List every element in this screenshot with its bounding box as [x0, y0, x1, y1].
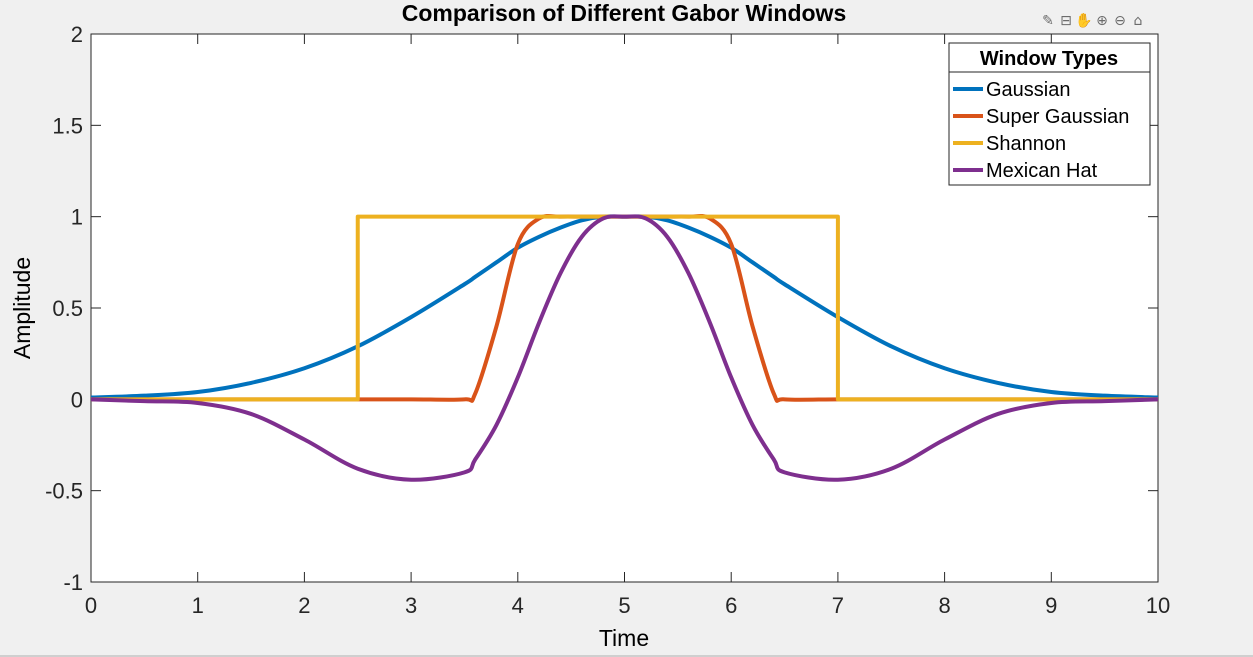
- home-icon[interactable]: ⌂: [1133, 13, 1143, 29]
- x-tick-label: 9: [1045, 593, 1057, 618]
- x-tick-label: 6: [725, 593, 737, 618]
- legend-box: [948, 42, 1151, 186]
- legend: Window Types Gaussian Super Gaussian Shann…: [948, 42, 1151, 186]
- legend-label-super-gaussian: Super Gaussian: [986, 106, 1129, 128]
- legend-title: Window Types: [980, 48, 1118, 70]
- x-tick-label: 7: [832, 593, 844, 618]
- legend-label-shannon: Shannon: [986, 133, 1066, 155]
- series-line-mexican-hat: [90, 214, 1159, 482]
- x-tick-label: 5: [618, 593, 630, 618]
- brush-icon[interactable]: ✎: [1042, 13, 1054, 29]
- window-divider: [0, 655, 1253, 657]
- y-tick-label: 0.5: [52, 296, 83, 321]
- y-tick-label: -0.5: [45, 479, 83, 504]
- x-tick-label: 10: [1146, 593, 1170, 618]
- x-tick-label: 2: [298, 593, 310, 618]
- x-tick-label: 4: [512, 593, 524, 618]
- y-tick-label: 2: [71, 22, 83, 47]
- legend-label-gaussian: Gaussian: [986, 79, 1071, 101]
- pan-icon[interactable]: ✋: [1075, 13, 1093, 29]
- y-tick-label: 0: [71, 387, 83, 412]
- y-tick-label: 1.5: [52, 113, 83, 138]
- series-lines: [90, 213, 1159, 482]
- axis-ticks: 0 1 2 3 4 5 6 7 8 9 10 -1 -0.5 0 0.5 1 1.5 2: [45, 22, 1170, 618]
- y-tick-label: -1: [63, 570, 83, 595]
- x-tick-label: 3: [405, 593, 417, 618]
- x-tick-label: 1: [192, 593, 204, 618]
- data-tip-icon[interactable]: ⊟: [1060, 13, 1072, 29]
- zoom-in-icon[interactable]: ⊕: [1096, 13, 1108, 29]
- legend-label-mexican-hat: Mexican Hat: [986, 160, 1098, 182]
- y-axis-label: Amplitude: [9, 257, 35, 359]
- axes-toolbar: ✎ ⊟ ✋ ⊕ ⊖ ⌂: [1040, 12, 1146, 30]
- y-tick-label: 1: [71, 205, 83, 230]
- chart-title: Comparison of Different Gabor Windows: [402, 0, 846, 26]
- x-tick-label: 0: [85, 593, 97, 618]
- x-tick-label: 8: [938, 593, 950, 618]
- zoom-out-icon[interactable]: ⊖: [1114, 13, 1126, 29]
- x-axis-label: Time: [599, 625, 649, 651]
